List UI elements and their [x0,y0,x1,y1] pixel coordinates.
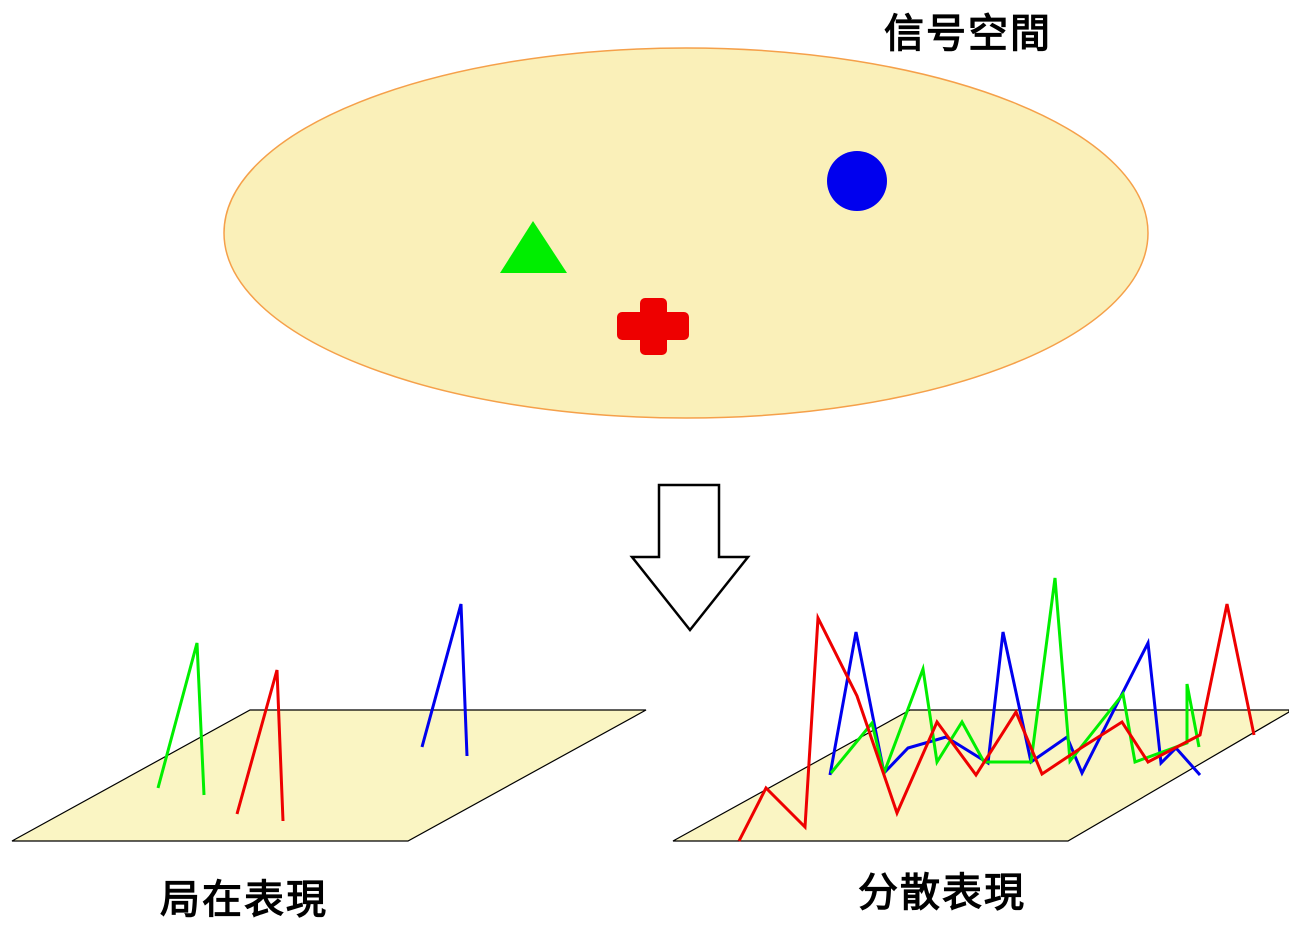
distributed-red-line [737,603,1256,842]
local-plane [11,709,647,842]
blue-circle-icon [827,151,887,211]
local-green-spike [156,642,206,796]
local-blue-spike [420,603,469,757]
green-triangle-icon [500,221,567,273]
down-arrow-icon [629,483,751,633]
signal-space-ellipse [223,47,1149,419]
local-representation-title: 局在表現 [160,877,328,923]
signal-space-title: 信号空間 [884,11,1052,57]
local-red-spike [235,669,285,822]
red-cross-icon [617,298,689,355]
distributed-representation-title: 分散表現 [858,870,1026,916]
